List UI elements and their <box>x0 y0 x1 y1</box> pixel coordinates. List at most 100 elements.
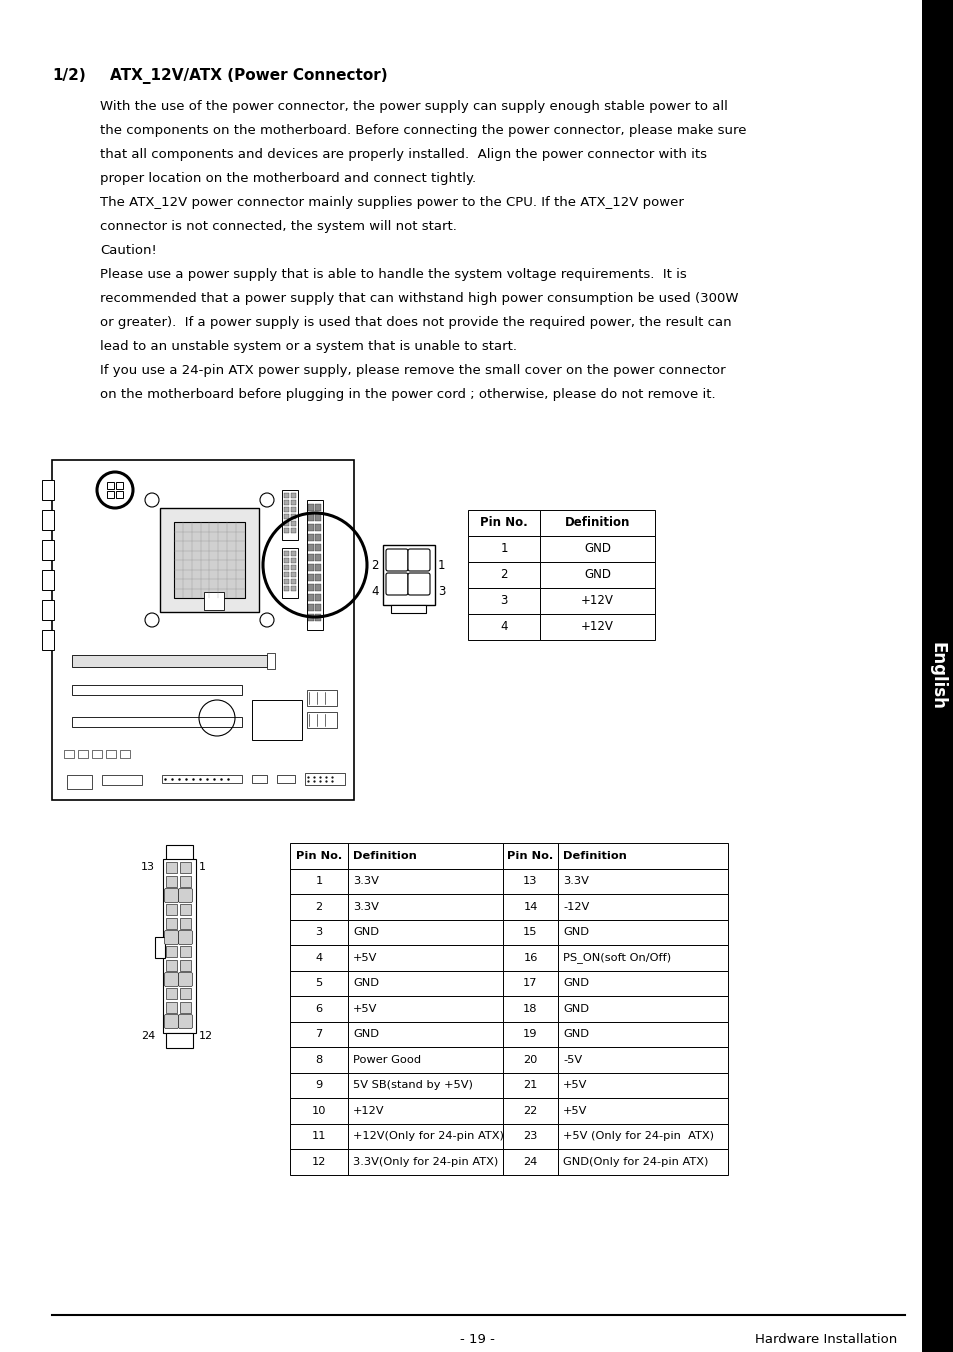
FancyBboxPatch shape <box>386 573 408 595</box>
Text: GND: GND <box>562 1029 588 1040</box>
Text: With the use of the power connector, the power supply can supply enough stable p: With the use of the power connector, the… <box>100 100 727 114</box>
Bar <box>307 690 336 706</box>
Bar <box>558 996 727 1022</box>
Bar <box>106 750 116 758</box>
Text: 7: 7 <box>315 1029 322 1040</box>
Bar <box>71 717 242 727</box>
Bar <box>308 504 314 511</box>
Bar <box>502 1022 558 1046</box>
Bar <box>284 572 289 577</box>
Bar <box>154 937 165 959</box>
Bar <box>502 1072 558 1098</box>
FancyBboxPatch shape <box>178 1014 193 1029</box>
Text: GND: GND <box>562 979 588 988</box>
Text: 1: 1 <box>199 863 206 872</box>
Bar <box>180 1002 191 1013</box>
Bar <box>314 564 320 571</box>
Text: 3.3V: 3.3V <box>353 876 378 887</box>
FancyBboxPatch shape <box>164 1014 178 1029</box>
Bar <box>348 919 502 945</box>
Text: or greater).  If a power supply is used that does not provide the required power: or greater). If a power supply is used t… <box>100 316 731 329</box>
Text: lead to an unstable system or a system that is unable to start.: lead to an unstable system or a system t… <box>100 339 517 353</box>
Bar <box>290 1098 348 1124</box>
Text: 18: 18 <box>522 1003 537 1014</box>
Bar <box>308 534 314 541</box>
Bar <box>166 918 177 929</box>
Bar <box>290 945 348 971</box>
Text: 4: 4 <box>371 585 378 598</box>
Text: ATX_12V/ATX (Power Connector): ATX_12V/ATX (Power Connector) <box>110 68 387 84</box>
Bar <box>162 775 242 783</box>
FancyBboxPatch shape <box>408 549 430 571</box>
FancyBboxPatch shape <box>164 930 178 945</box>
Text: +12V: +12V <box>580 621 614 634</box>
Bar <box>107 483 113 489</box>
Bar <box>291 579 295 584</box>
Text: Definition: Definition <box>564 516 630 530</box>
Bar <box>180 863 191 873</box>
Bar <box>391 604 426 612</box>
Bar <box>558 1124 727 1149</box>
Bar <box>290 1124 348 1149</box>
Bar <box>284 585 289 591</box>
Bar <box>282 548 297 598</box>
Text: 5: 5 <box>315 979 322 988</box>
Text: 12: 12 <box>199 1032 213 1041</box>
Bar <box>180 918 191 929</box>
Bar <box>308 584 314 591</box>
Text: +12V: +12V <box>353 1106 384 1115</box>
Bar <box>290 1072 348 1098</box>
Bar <box>116 483 123 489</box>
Bar <box>284 565 289 571</box>
Bar <box>382 545 435 604</box>
Text: that all components and devices are properly installed.  Align the power connect: that all components and devices are prop… <box>100 147 706 161</box>
Bar <box>468 588 539 614</box>
FancyBboxPatch shape <box>386 549 408 571</box>
Bar <box>314 604 320 611</box>
Bar <box>314 554 320 561</box>
Text: 1/2): 1/2) <box>52 68 86 82</box>
Bar <box>558 945 727 971</box>
Text: 12: 12 <box>312 1157 326 1167</box>
Bar <box>291 521 295 526</box>
Text: -12V: -12V <box>562 902 589 911</box>
Bar <box>558 1072 727 1098</box>
Text: 19: 19 <box>522 1029 537 1040</box>
Bar <box>308 525 314 531</box>
Bar <box>290 1022 348 1046</box>
Text: connector is not connected, the system will not start.: connector is not connected, the system w… <box>100 220 456 233</box>
Text: 13: 13 <box>141 863 154 872</box>
Text: 8: 8 <box>315 1055 322 1065</box>
Bar <box>120 750 130 758</box>
Text: If you use a 24-pin ATX power supply, please remove the small cover on the power: If you use a 24-pin ATX power supply, pl… <box>100 364 725 377</box>
Bar <box>348 868 502 894</box>
Bar <box>558 844 727 868</box>
Bar <box>539 535 655 562</box>
Bar <box>308 604 314 611</box>
Text: +5V: +5V <box>353 1003 377 1014</box>
FancyBboxPatch shape <box>164 972 178 987</box>
Text: +12V: +12V <box>580 595 614 607</box>
Bar <box>502 1124 558 1149</box>
Bar <box>558 1046 727 1072</box>
Text: 23: 23 <box>523 1132 537 1141</box>
FancyBboxPatch shape <box>178 972 193 987</box>
Text: 17: 17 <box>522 979 537 988</box>
Text: 16: 16 <box>523 953 537 963</box>
Bar <box>308 564 314 571</box>
Text: 1: 1 <box>315 876 322 887</box>
Text: The ATX_12V power connector mainly supplies power to the CPU. If the ATX_12V pow: The ATX_12V power connector mainly suppl… <box>100 196 683 210</box>
Text: 4: 4 <box>315 953 322 963</box>
Bar <box>502 1046 558 1072</box>
Text: +5V (Only for 24-pin  ATX): +5V (Only for 24-pin ATX) <box>562 1132 713 1141</box>
Bar <box>291 572 295 577</box>
Bar <box>180 988 191 999</box>
Text: GND: GND <box>353 1029 378 1040</box>
Text: +5V: +5V <box>562 1106 587 1115</box>
Bar <box>502 868 558 894</box>
Text: 5V SB(stand by +5V): 5V SB(stand by +5V) <box>353 1080 473 1090</box>
Bar <box>308 594 314 602</box>
Bar <box>67 775 91 790</box>
Text: 14: 14 <box>523 902 537 911</box>
Bar <box>64 750 74 758</box>
